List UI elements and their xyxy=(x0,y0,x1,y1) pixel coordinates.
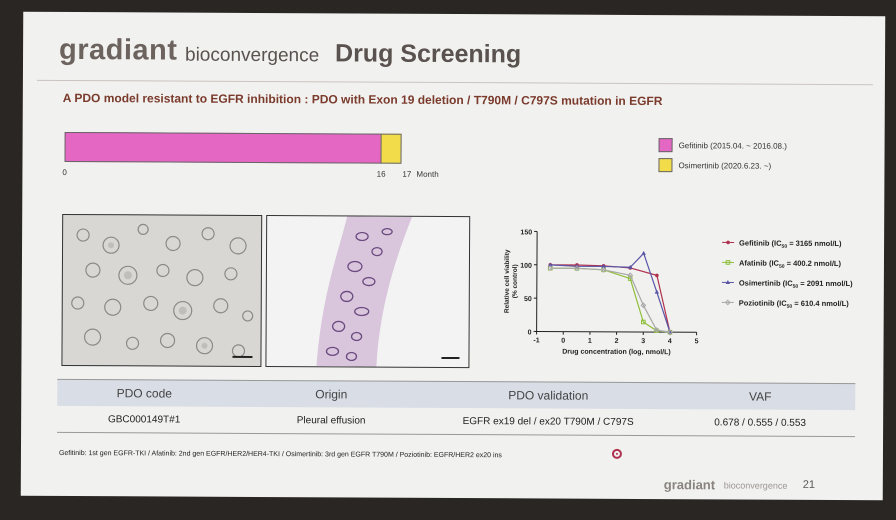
data-point xyxy=(640,302,647,309)
data-point xyxy=(627,272,634,279)
legend-item-osimertinib: Osimertinib (2020.6.23. ~) xyxy=(658,155,786,176)
y-tick-label: 50 xyxy=(524,296,532,303)
data-point xyxy=(641,319,646,325)
legend-marker xyxy=(725,260,731,265)
page-number: 21 xyxy=(802,478,816,491)
legend-swatch xyxy=(658,138,673,153)
timeline-segment-gefitinib xyxy=(64,131,382,164)
legend-label: Gefitinib (2015.04. ~ 2016.08.) xyxy=(678,140,787,151)
legend-entry: Osimertinib (IC50 = 2091 nmol/L) xyxy=(739,278,853,290)
table-cell: GBC000149T#1 xyxy=(107,413,181,426)
data-point xyxy=(601,264,606,269)
slide-header: gradiant bioconvergence Drug Screening xyxy=(23,12,885,87)
cell-viability-chart: 0 50 100 150 -1 0 1 2 3 4 5 Drug concentration (log… xyxy=(476,219,877,381)
timeline-tick-17: 17 xyxy=(402,169,412,179)
series-line xyxy=(550,267,671,333)
table-row: GBC000149T#1 Pleural effusion EGFR ex19 … xyxy=(57,405,856,438)
legend-marker xyxy=(725,280,731,285)
drug-footnote: Gefitinib: 1st gen EGFR-TKI / Afatinib: … xyxy=(58,449,502,460)
table-header-cell: Origin xyxy=(315,387,348,402)
data-point xyxy=(653,327,660,333)
timeline-legend: Gefitinib (2015.04. ~ 2016.08.) Osimerti… xyxy=(658,135,787,176)
footer-logo: gradiant xyxy=(663,477,716,493)
data-point xyxy=(654,289,660,294)
data-point xyxy=(548,262,553,267)
brand-logo: gradiant xyxy=(58,33,178,67)
x-tick-label: 1 xyxy=(588,338,592,345)
table-header-cell: PDO validation xyxy=(508,388,589,403)
data-point xyxy=(641,250,646,255)
y-tick-label: 100 xyxy=(520,263,532,270)
y-axis-label: Relative cell viability(% control) xyxy=(504,249,519,313)
legend-marker xyxy=(726,240,730,245)
pdo-info-table: PDO code Origin PDO validation VAF GBC00… xyxy=(57,378,856,438)
timeline-tick-0: 0 xyxy=(62,167,67,177)
x-axis-label: Drug concentration (log, nmol/L) xyxy=(562,349,671,357)
data-point xyxy=(655,273,659,278)
histology-stain-graphic xyxy=(316,216,460,367)
data-point xyxy=(600,266,607,273)
x-tick-label: 2 xyxy=(615,338,619,345)
treatment-timeline: 0 16 17 Month xyxy=(62,131,439,179)
timeline-segment-osimertinib xyxy=(380,133,402,164)
data-point xyxy=(547,265,554,272)
table-cell: 0.678 / 0.555 / 0.553 xyxy=(714,416,807,429)
legend-marker xyxy=(724,299,731,306)
table-cell: Pleural effusion xyxy=(296,414,366,427)
legend-entry: Gefitinib (IC50 = 3165 nmol/L) xyxy=(739,238,842,250)
slide: gradiant bioconvergence Drug Screening A… xyxy=(20,11,886,501)
laser-pointer-dot xyxy=(611,448,622,459)
timeline-tick-16: 16 xyxy=(376,169,386,179)
y-axis-line xyxy=(536,231,538,332)
legend-entry: Poziotinib (IC50 = 610.4 nmol/L) xyxy=(739,298,850,310)
legend-label: Osimertinib (2020.6.23. ~) xyxy=(678,160,772,171)
header-divider xyxy=(36,79,873,86)
data-point xyxy=(574,265,580,272)
brightfield-cells-graphic xyxy=(71,223,254,358)
table-cell: EGFR ex19 del / ex20 T790M / C797S xyxy=(462,415,634,428)
x-tick-label: 4 xyxy=(668,338,672,345)
legend-item-gefitinib: Gefitinib (2015.04. ~ 2016.08.) xyxy=(658,135,787,156)
table-header-cell: VAF xyxy=(748,389,772,404)
x-tick-label: 5 xyxy=(695,338,699,345)
footer-logo-sub: bioconvergence xyxy=(723,480,788,491)
y-tick-label: 150 xyxy=(520,229,532,236)
table-header-cell: PDO code xyxy=(116,386,172,401)
legend-entry: Afatinib (IC50 = 400.2 nmol/L) xyxy=(739,258,842,270)
table-header-row: PDO code Origin PDO validation VAF xyxy=(57,378,856,411)
brand-logo-sub: bioconvergence xyxy=(184,44,320,67)
pdo-histology-image xyxy=(265,215,471,369)
slide-title: Drug Screening xyxy=(334,39,522,69)
data-point xyxy=(667,329,673,336)
data-point xyxy=(628,264,633,269)
slide-subtitle: A PDO model resistant to EGFR inhibition… xyxy=(62,90,663,109)
x-tick-label: -1 xyxy=(533,337,539,344)
x-tick-label: 3 xyxy=(641,338,645,345)
pdo-brightfield-image xyxy=(61,213,263,367)
y-tick-label: 0 xyxy=(528,329,532,336)
x-tick-label: 0 xyxy=(561,338,565,345)
timeline-unit: Month xyxy=(416,169,439,179)
legend-swatch xyxy=(658,158,673,173)
